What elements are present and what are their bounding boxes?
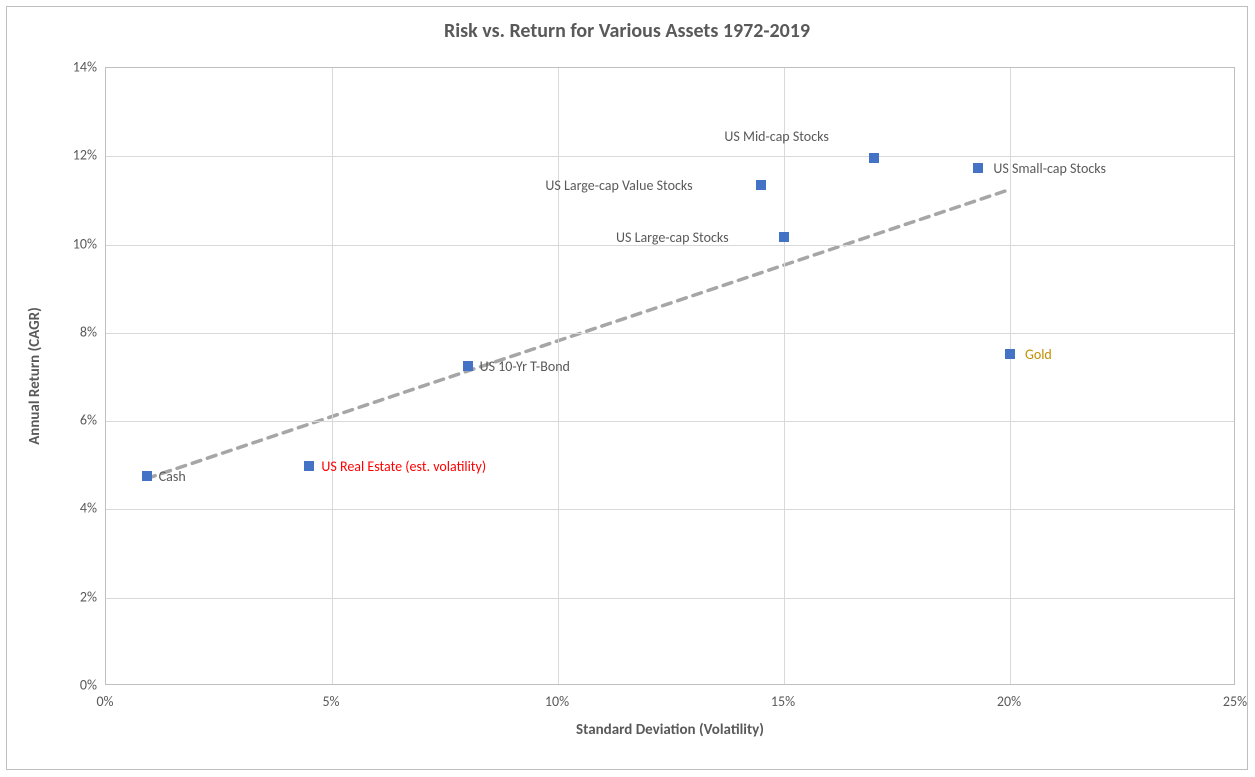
data-point <box>304 461 314 471</box>
x-tick-label: 0% <box>96 693 113 710</box>
y-tick-label: 8% <box>61 323 97 340</box>
y-tick-label: 2% <box>61 588 97 605</box>
data-point-label: US Real Estate (est. volatility) <box>321 458 486 475</box>
data-point <box>973 163 983 173</box>
data-point-label: US Large-cap Stocks <box>616 229 729 246</box>
gridline-v <box>558 68 559 684</box>
data-point-label: US 10-Yr T-Bond <box>480 358 570 375</box>
x-tick-label: 25% <box>1223 693 1247 710</box>
gridline-h <box>106 598 1234 599</box>
gridline-h <box>106 509 1234 510</box>
plot-area: Cash US Real Estate (est. volatility) US 1… <box>105 67 1235 685</box>
y-tick-label: 6% <box>61 412 97 429</box>
gridline-h <box>106 421 1234 422</box>
gridline-v <box>332 68 333 684</box>
x-tick-label: 20% <box>997 693 1021 710</box>
x-axis-label: Standard Deviation (Volatility) <box>576 721 764 739</box>
chart-title: Risk vs. Return for Various Assets 1972-… <box>7 19 1247 43</box>
gridline-h <box>106 156 1234 157</box>
data-point <box>1005 349 1015 359</box>
data-point-label: US Mid-cap Stocks <box>724 128 828 145</box>
x-tick-label: 10% <box>545 693 569 710</box>
data-point <box>756 180 766 190</box>
gridline-v <box>784 68 785 684</box>
data-point-label: US Small-cap Stocks <box>993 160 1106 177</box>
data-point-label: Gold <box>1025 346 1052 363</box>
data-point <box>142 471 152 481</box>
y-tick-label: 10% <box>61 235 97 252</box>
y-tick-label: 14% <box>61 59 97 76</box>
data-point-label: Cash <box>159 468 186 485</box>
data-point-label: US Large-cap Value Stocks <box>545 177 692 194</box>
data-point <box>869 153 879 163</box>
gridline-h <box>106 333 1234 334</box>
chart-container: Risk vs. Return for Various Assets 1972-… <box>6 6 1248 770</box>
y-axis-label: Annual Return (CAGR) <box>26 307 44 445</box>
data-point <box>779 232 789 242</box>
x-tick-label: 15% <box>771 693 795 710</box>
y-tick-label: 0% <box>61 677 97 694</box>
y-tick-label: 4% <box>61 500 97 517</box>
data-point <box>463 361 473 371</box>
x-tick-label: 5% <box>322 693 339 710</box>
y-tick-label: 12% <box>61 147 97 164</box>
